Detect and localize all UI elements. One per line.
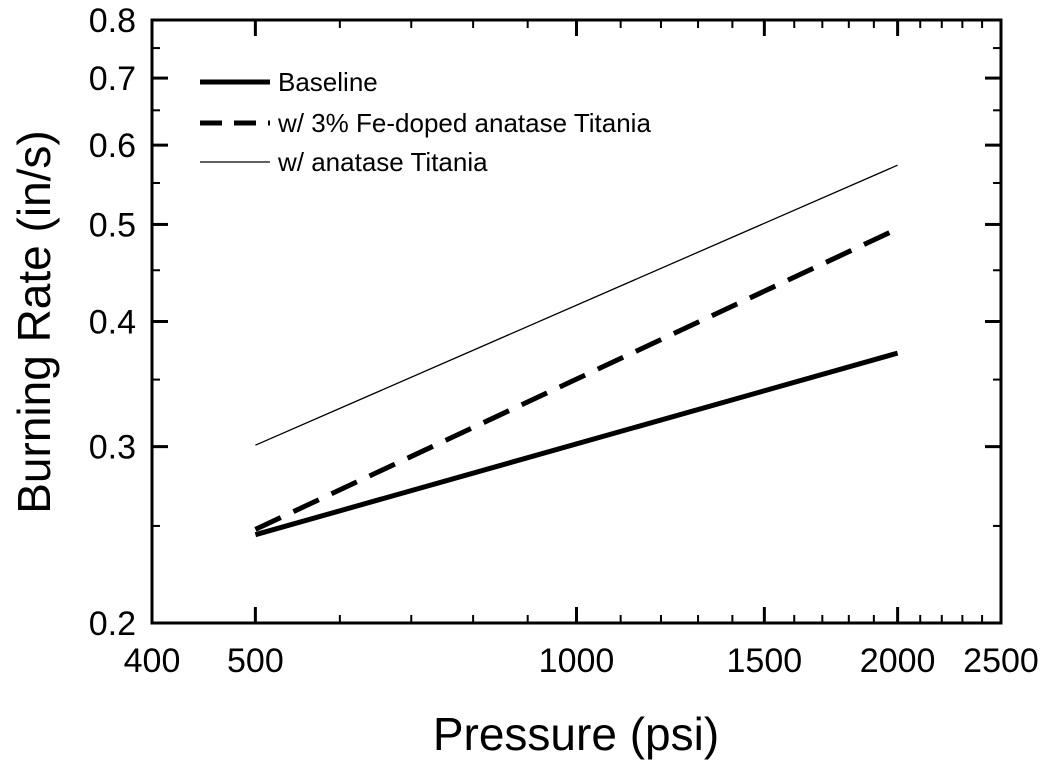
series-line-anatase — [255, 164, 898, 446]
x-tick-label: 1000 — [539, 642, 615, 680]
y-tick-label: 0.8 — [89, 2, 136, 40]
y-tick-label: 0.7 — [89, 60, 136, 98]
axis-ticks — [150, 18, 1003, 625]
y-tick-label: 0.5 — [89, 206, 136, 244]
x-tick-label: 1500 — [727, 642, 803, 680]
legend: Baseline w/ 3% Fe-doped anatase Titania … — [200, 67, 651, 177]
y-tick-label: 0.3 — [89, 429, 136, 467]
x-tick-label: 400 — [124, 642, 181, 680]
x-axis-title: Pressure (psi) — [433, 708, 719, 760]
legend-label-fe-doped: w/ 3% Fe-doped anatase Titania — [277, 108, 651, 138]
axis-tick-labels: 400 500 1000 1500 2000 2500 0.2 0.3 0.4 0.5 0.6 0.7… — [89, 2, 1039, 680]
y-tick-label: 0.2 — [89, 605, 136, 643]
series-line-fe-doped — [254, 226, 899, 532]
y-axis-title: Burning Rate (in/s) — [8, 130, 60, 514]
x-tick-label: 2000 — [860, 642, 936, 680]
legend-label-baseline: Baseline — [278, 67, 378, 97]
y-tick-label: 0.6 — [89, 127, 136, 165]
x-tick-label: 500 — [227, 642, 284, 680]
x-tick-label: 2500 — [963, 642, 1039, 680]
legend-label-anatase: w/ anatase Titania — [277, 147, 488, 177]
series-line-baseline — [254, 350, 899, 538]
y-tick-label: 0.4 — [89, 304, 136, 342]
series-lines — [254, 164, 899, 538]
